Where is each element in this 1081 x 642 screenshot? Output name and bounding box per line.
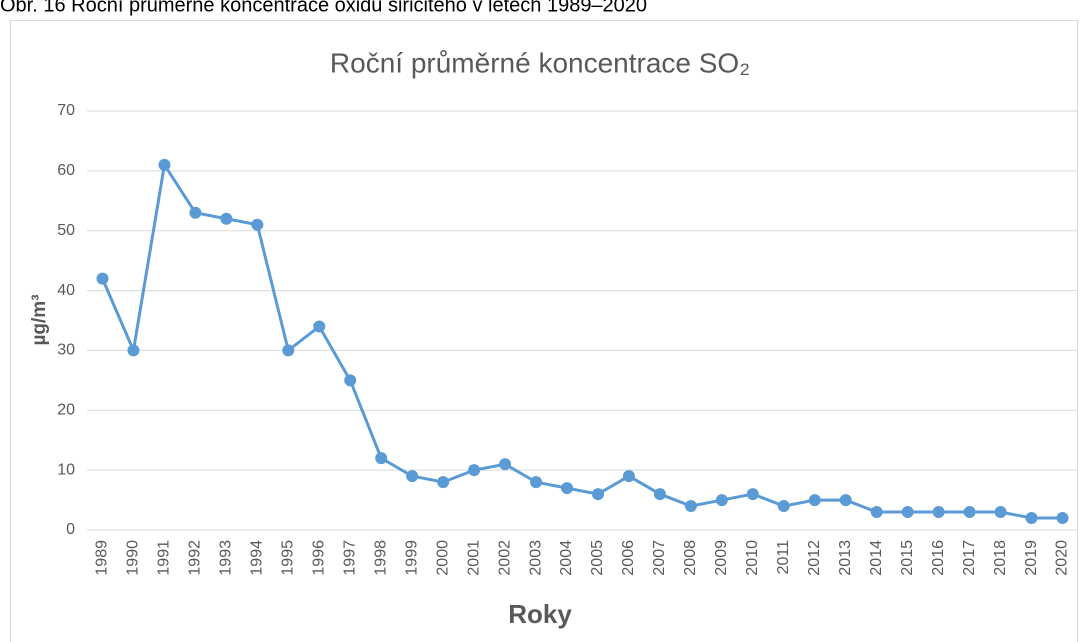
x-tick-label: 2016 — [930, 540, 947, 576]
data-point — [220, 212, 233, 225]
x-tick-label: 1989 — [94, 540, 111, 576]
x-tick-label: 2002 — [496, 540, 513, 576]
x-tick-label: 2020 — [1054, 540, 1071, 576]
x-tick-label: 2009 — [713, 540, 730, 576]
data-point — [127, 344, 140, 357]
x-tick-label: 2008 — [682, 540, 699, 576]
x-tick-label: 2004 — [558, 540, 575, 576]
data-point — [684, 500, 697, 513]
x-tick-label: 2007 — [651, 540, 668, 576]
data-point — [375, 452, 388, 465]
x-tick-label: 2000 — [434, 540, 451, 576]
x-tick-label: 2010 — [744, 540, 761, 576]
data-point — [994, 506, 1007, 519]
data-point — [591, 488, 604, 501]
data-point — [870, 506, 883, 519]
x-tick-label: 2013 — [837, 540, 854, 576]
caption: Obr. 16 Roční průměrné koncentrace oxidu… — [0, 0, 647, 16]
data-point — [653, 488, 666, 501]
data-point — [963, 506, 976, 519]
x-tick-label: 2003 — [527, 540, 544, 576]
x-tick-label: 1991 — [156, 540, 173, 576]
data-point — [746, 488, 759, 501]
y-tick-label: 40 — [57, 282, 75, 299]
data-point — [406, 470, 419, 483]
data-point — [901, 506, 914, 519]
y-tick-label: 60 — [57, 162, 75, 179]
x-tick-label: 1995 — [280, 540, 297, 576]
y-tick-label: 0 — [66, 521, 75, 538]
data-point — [808, 494, 821, 507]
x-tick-label: 1998 — [372, 540, 389, 576]
data-point — [561, 482, 574, 495]
data-point — [437, 476, 450, 489]
x-tick-label: 1992 — [187, 540, 204, 576]
data-point — [622, 470, 635, 483]
x-tick-label: 1990 — [125, 540, 142, 576]
y-tick-label: 10 — [57, 461, 75, 478]
data-point — [251, 218, 264, 231]
y-tick-label: 30 — [57, 342, 75, 359]
data-point — [499, 458, 512, 471]
data-point — [96, 272, 109, 285]
x-tick-label: 2006 — [620, 540, 637, 576]
x-tick-label: 1996 — [310, 540, 327, 576]
data-point — [715, 494, 728, 507]
data-point — [313, 320, 326, 333]
y-axis-label: µg/m³ — [29, 294, 50, 345]
y-tick-label: 70 — [57, 102, 75, 119]
data-point — [1056, 512, 1069, 525]
data-point — [468, 464, 481, 477]
y-tick-label: 20 — [57, 402, 75, 419]
x-tick-label: 2014 — [868, 540, 885, 576]
chart-frame — [10, 20, 1078, 642]
x-tick-label: 2019 — [1023, 540, 1040, 576]
data-point — [530, 476, 543, 489]
data-point — [932, 506, 945, 519]
x-tick-label: 2015 — [899, 540, 916, 576]
data-point — [189, 206, 202, 219]
x-tick-label: 1999 — [403, 540, 420, 576]
x-tick-label: 2012 — [806, 540, 823, 576]
x-tick-label: 2017 — [961, 540, 978, 576]
x-tick-label: 1997 — [341, 540, 358, 576]
data-point — [158, 158, 171, 171]
x-tick-label: 2001 — [465, 540, 482, 576]
chart-title: Roční průměrné koncentrace SO₂ — [330, 47, 750, 78]
x-tick-label: 2011 — [775, 540, 792, 575]
x-tick-label: 1993 — [218, 540, 235, 576]
x-tick-label: 2018 — [992, 540, 1009, 576]
x-axis-label: Roky — [508, 599, 572, 629]
data-point — [839, 494, 852, 507]
data-point — [344, 374, 357, 387]
y-tick-label: 50 — [57, 222, 75, 239]
x-tick-label: 2005 — [589, 540, 606, 576]
data-point — [777, 500, 790, 513]
data-point — [1025, 512, 1038, 525]
x-tick-label: 1994 — [249, 540, 266, 576]
data-point — [282, 344, 295, 357]
